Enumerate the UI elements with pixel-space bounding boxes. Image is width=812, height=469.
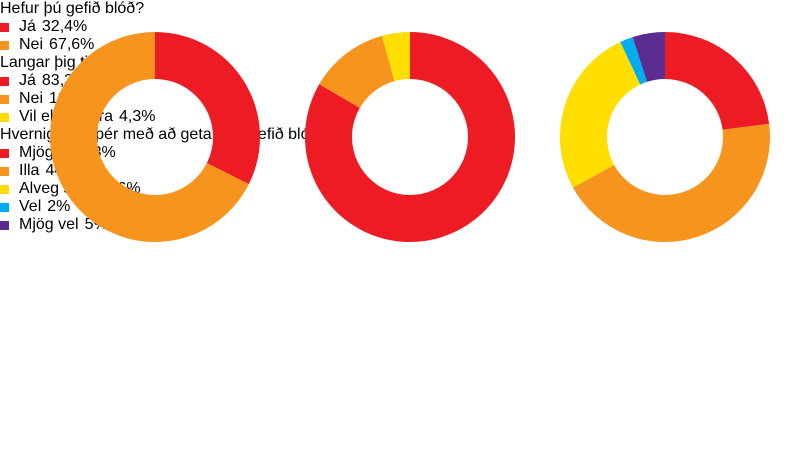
legend-swatch — [0, 113, 9, 122]
donut-slice — [632, 32, 665, 82]
legend-swatch — [0, 149, 9, 158]
legend-swatch — [0, 221, 9, 230]
legend-swatch — [0, 77, 9, 86]
value-label: 32,4% — [41, 18, 88, 35]
legend-item: Vel 2% — [0, 198, 812, 216]
donut-slice — [319, 35, 395, 108]
donut-slice — [50, 32, 249, 243]
value-label: 67,6% — [49, 36, 95, 53]
legend-swatch — [0, 203, 9, 212]
legend-label: Vel — [19, 198, 42, 215]
legend-swatch — [0, 95, 9, 104]
donut-slice — [572, 123, 771, 243]
legend-swatch — [0, 41, 9, 50]
value-label: 4,3% — [118, 108, 156, 125]
value-label: 2% — [47, 198, 71, 215]
legend-label: Illa — [19, 162, 40, 179]
legend-label: Mjög vel — [19, 216, 79, 233]
chart-title: Hefur þú gefið blóð? — [0, 0, 145, 17]
legend-item: Mjög vel 5% — [0, 216, 812, 234]
legend-item: Já 32,4% — [0, 18, 812, 36]
legend-label: Já — [19, 18, 36, 35]
donut-slice — [305, 32, 515, 242]
legend-label: Nei — [19, 90, 44, 107]
legend-swatch — [0, 185, 9, 194]
donut-slice — [665, 32, 770, 130]
legend-swatch — [0, 23, 9, 32]
donut-slice — [560, 41, 641, 188]
donut-slice — [155, 32, 260, 185]
legend-label: Nei — [19, 36, 44, 53]
legend-label: Já — [19, 72, 36, 89]
donut-slice — [620, 37, 648, 85]
legend-item: Nei 67,6% — [0, 36, 812, 54]
legend-swatch — [0, 167, 9, 176]
donut-slice — [381, 32, 410, 82]
